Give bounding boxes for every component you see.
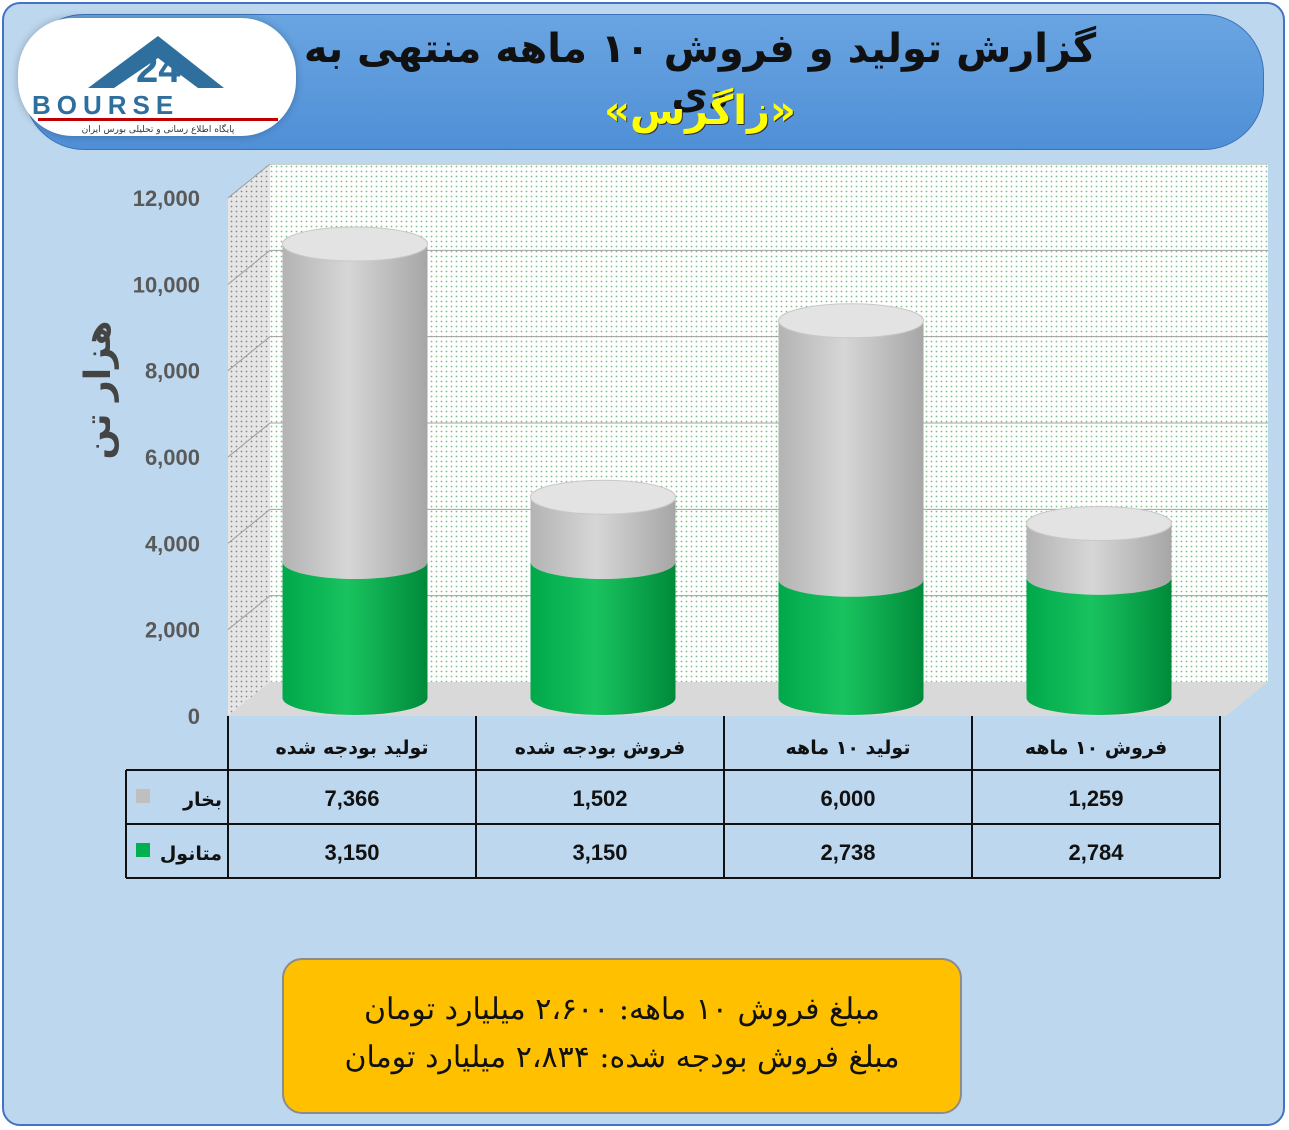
- table-cell-value: 6,000: [820, 786, 875, 811]
- bar-segment: [778, 320, 924, 597]
- bar-top-cap: [530, 479, 676, 515]
- legend-swatch: [136, 789, 150, 803]
- bar-segment: [1026, 523, 1172, 595]
- logo: 24 BOURSE پایگاه اطلاع رسانی و تحلیلی بو…: [18, 18, 296, 136]
- bar-top-cap: [282, 226, 428, 262]
- y-tick-label: 2,000: [145, 618, 200, 643]
- gridline-side: [227, 595, 271, 631]
- legend-label: بخار: [182, 789, 222, 811]
- chart-floor: [228, 682, 1268, 716]
- y-tick-label: 0: [188, 704, 200, 729]
- table-cell-value: 1,502: [572, 786, 627, 811]
- cylinder-stack: [1026, 505, 1172, 715]
- legend-label: متانول: [160, 843, 222, 865]
- y-tick-label: 10,000: [133, 272, 200, 297]
- y-axis-label: هزار تن: [78, 321, 119, 460]
- bar-segment: [282, 562, 428, 715]
- gridlines: [227, 163, 1268, 631]
- bars: [282, 226, 1172, 715]
- gridline-side: [227, 336, 271, 372]
- gridline-side: [227, 249, 271, 285]
- page-title: گزارش تولید و فروش ۱۰ ماهه منتهی به دی: [303, 26, 1097, 118]
- bar-segment: [778, 579, 924, 715]
- bar-top-cap: [1026, 505, 1172, 541]
- cylinder-stack: [282, 226, 428, 715]
- table-cell-value: 2,738: [820, 840, 875, 865]
- y-tick-label: 4,000: [145, 531, 200, 556]
- cylinder-stack: [530, 479, 676, 715]
- bar-segment: [1026, 577, 1172, 715]
- gridline-side: [227, 422, 271, 458]
- table-cell-value: 1,259: [1068, 786, 1123, 811]
- category-label: فروش ۱۰ ماهه: [1025, 737, 1167, 759]
- svg-text:پایگاه اطلاع رسانی و تحلیلی بو: پایگاه اطلاع رسانی و تحلیلی بورس ایران: [82, 123, 235, 135]
- bourse-logo-icon: 24 BOURSE پایگاه اطلاع رسانی و تحلیلی بو…: [32, 36, 278, 135]
- bar-segment: [530, 562, 676, 715]
- gridline-side: [227, 508, 271, 544]
- gridline-side: [227, 163, 271, 199]
- cylinder-stack: [778, 303, 924, 715]
- summary-line-10-month-sales: مبلغ فروش ۱۰ ماهه: ۲،۶۰۰ میلیارد تومان: [363, 992, 881, 1027]
- table-cell-value: 2,784: [1068, 840, 1124, 865]
- category-label: فروش بودجه شده: [515, 737, 685, 759]
- y-tick-label: 12,000: [133, 186, 200, 211]
- table-cell-value: 3,150: [324, 840, 379, 865]
- sales-summary-box: مبلغ فروش ۱۰ ماهه: ۲،۶۰۰ میلیارد تومان م…: [282, 958, 962, 1114]
- y-tick-label: 6,000: [145, 445, 200, 470]
- svg-text:BOURSE: BOURSE: [32, 90, 179, 120]
- bar-segment: [530, 497, 676, 580]
- svg-text:24: 24: [136, 47, 181, 91]
- table-cell-value: 3,150: [572, 840, 627, 865]
- category-label: تولید ۱۰ ماهه: [786, 737, 911, 759]
- bar-segment: [282, 244, 428, 580]
- category-label: تولید بودجه شده: [275, 737, 428, 759]
- y-tick-label: 8,000: [145, 359, 200, 384]
- bar-top-cap: [778, 303, 924, 339]
- summary-line-budgeted-sales: مبلغ فروش بودجه شده: ۲،۸۳۴ میلیارد تومان: [344, 1040, 900, 1075]
- legend-swatch: [136, 843, 150, 857]
- company-name: «زاگرس»: [604, 88, 796, 134]
- data-table: تولید بودجه شده فروش بودجه شده تولید ۱۰ ما…: [125, 716, 1221, 879]
- y-axis-ticks: 0 2,000 4,000 6,000 8,000 10,000 12,000: [133, 186, 200, 729]
- table-cell-value: 7,366: [324, 786, 379, 811]
